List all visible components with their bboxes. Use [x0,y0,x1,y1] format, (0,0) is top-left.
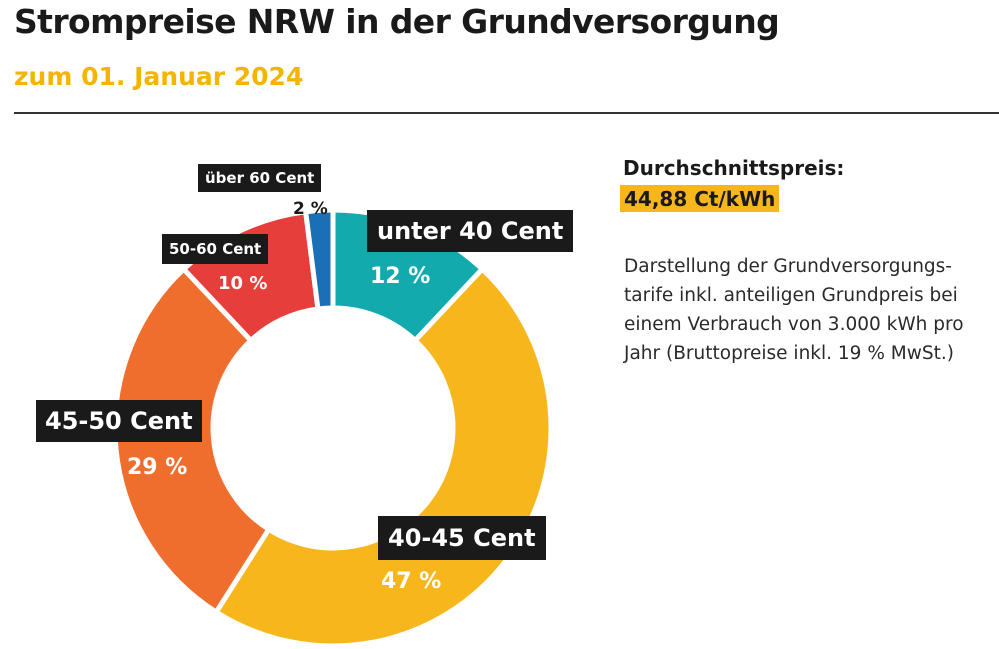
description-line: tarife inkl. anteiligen Grundpreis bei [624,285,958,306]
label-45-50-cent: 45-50 Cent [36,400,202,442]
description-line: Jahr (Bruttopreise inkl. 19 % MwSt.) [624,343,954,364]
donut-slice--ber-60-cent [302,207,336,312]
header-divider [14,112,999,114]
percent-50-60-cent: 10 % [218,273,268,294]
percent-40-45-cent: 47 % [381,569,442,594]
chart-title: Strompreise NRW in der Grundversorgung [14,2,780,41]
average-price-label: Durchschnittspreis: [623,156,845,180]
percent-ueber-60-cent: 2 % [293,199,328,219]
chart-description: Darstellung der Grundversorgungs- tarife… [624,252,999,368]
label-50-60-cent: 50-60 Cent [162,234,269,264]
label-ueber-60-cent: über 60 Cent [198,164,322,192]
label-40-45-cent: 40-45 Cent [378,516,546,560]
chart-subtitle: zum 01. Januar 2024 [14,62,304,91]
description-line: einem Verbrauch von 3.000 kWh pro [624,314,964,335]
description-line: Darstellung der Grundversorgungs- [624,256,952,277]
label-unter-40-cent: unter 40 Cent [367,210,574,252]
percent-45-50-cent: 29 % [127,455,188,480]
average-price-value: 44,88 Ct/kWh [620,185,780,212]
percent-unter-40-cent: 12 % [370,264,431,289]
